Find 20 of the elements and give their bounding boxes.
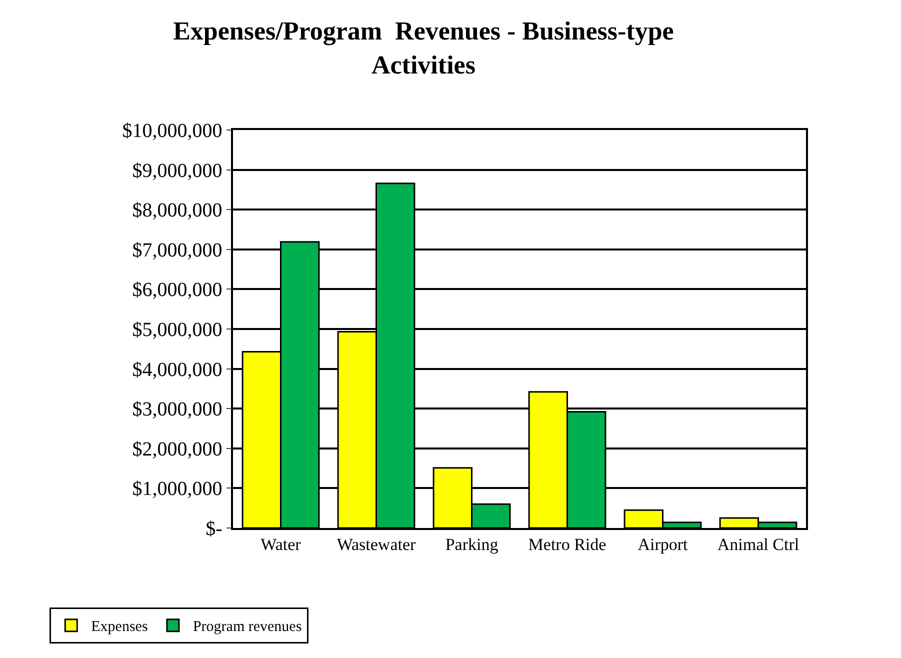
x-tick-label: Water xyxy=(260,535,302,554)
y-tick-label: $9,000,000 xyxy=(132,160,222,182)
y-tick-label: $10,000,000 xyxy=(122,120,222,142)
y-tick-label: $3,000,000 xyxy=(132,398,222,421)
y-tick-label: $7,000,000 xyxy=(132,239,222,262)
y-tick-label: $8,000,000 xyxy=(132,200,222,222)
chart-title: Expenses/Program Revenues - Business-type Activities xyxy=(173,16,674,80)
x-tick-label: Airport xyxy=(638,535,688,554)
x-tick-label: Wastewater xyxy=(336,535,416,554)
legend-label: Program revenues xyxy=(192,619,302,636)
x-tick-label: Metro Ride xyxy=(528,535,606,554)
legend-label: Expenses xyxy=(91,619,148,636)
y-tick-label: $2,000,000 xyxy=(132,438,222,460)
y-tick-label: $6,000,000 xyxy=(132,279,222,302)
x-tick-label: Animal Ctrl xyxy=(717,535,800,554)
y-tick-label: $4,000,000 xyxy=(132,358,222,381)
y-tick-label: $5,000,000 xyxy=(132,319,222,341)
x-tick-label: Parking xyxy=(445,535,499,554)
y-tick-label: $- xyxy=(206,518,222,540)
y-tick-label: $1,000,000 xyxy=(132,478,222,500)
